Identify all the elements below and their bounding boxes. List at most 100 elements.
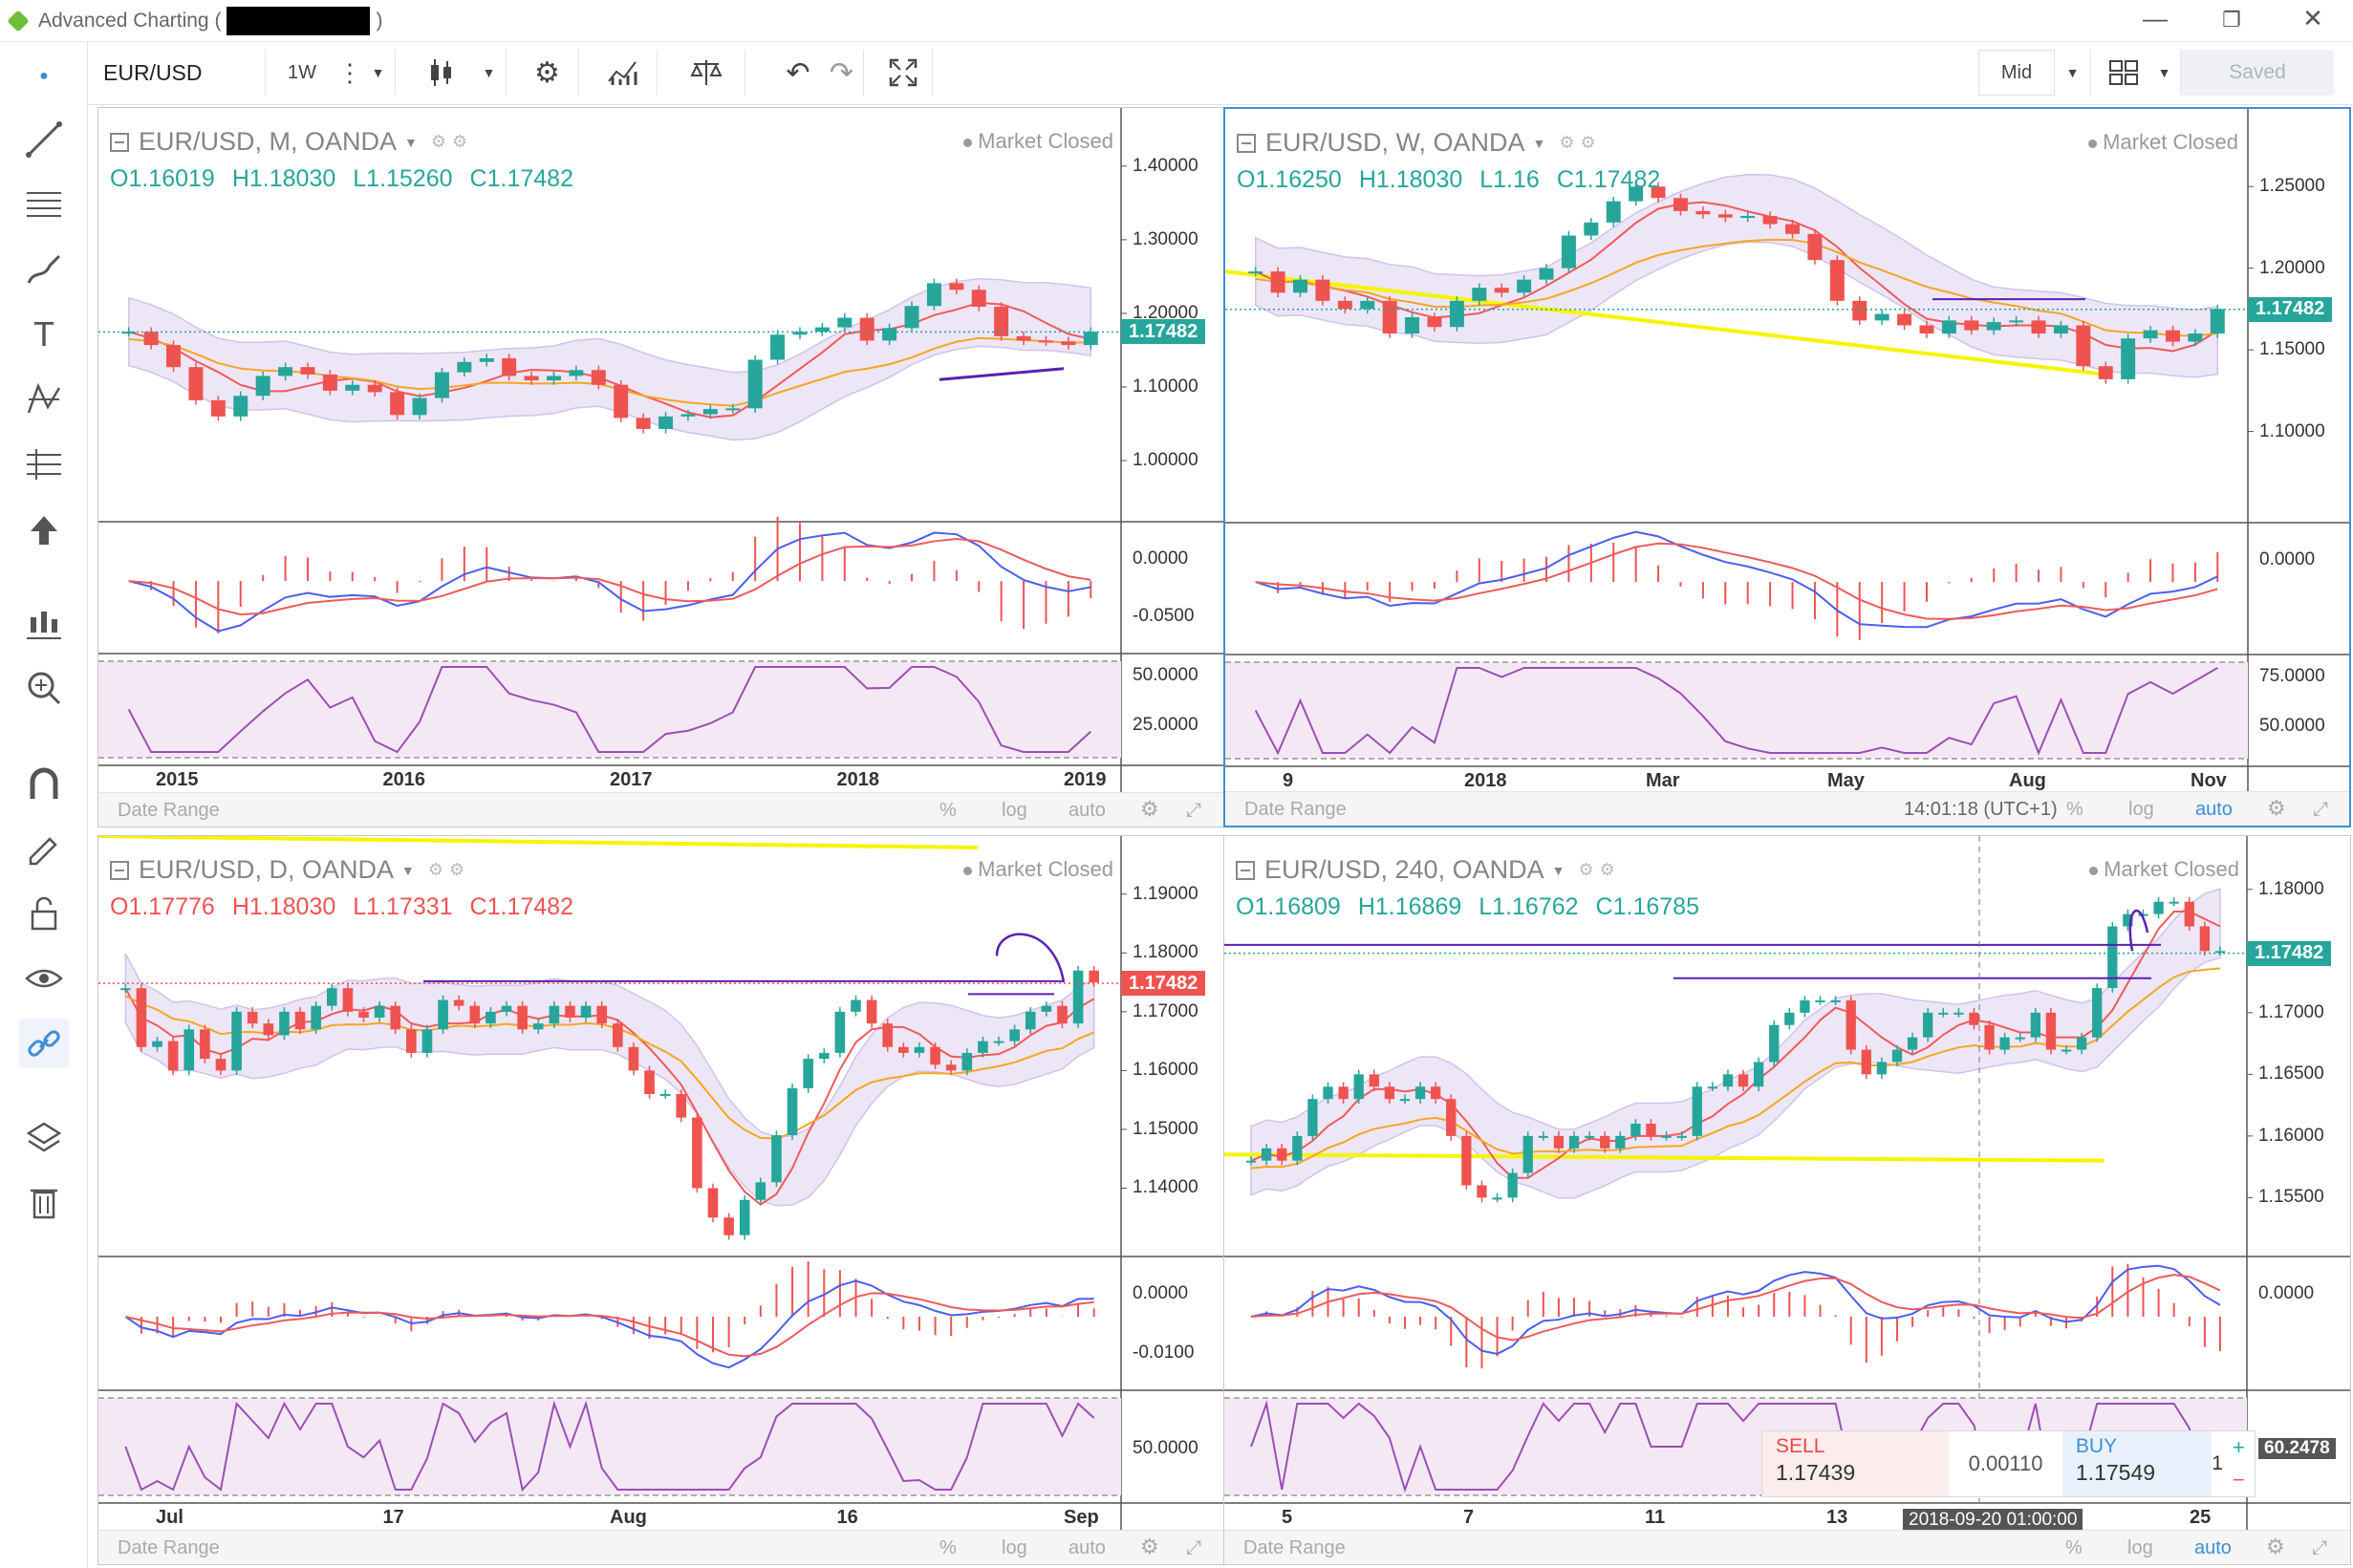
log-toggle[interactable]: log <box>2127 1537 2153 1558</box>
auto-toggle[interactable]: auto <box>1069 1537 1106 1558</box>
gear-icon[interactable]: ⚙ <box>2266 1535 2285 1558</box>
legend-chevron-icon[interactable]: ▼ <box>401 862 415 878</box>
sell-button[interactable]: SELL 1.17439 <box>1762 1431 1950 1496</box>
symbol-search[interactable]: EUR/USD <box>96 50 266 96</box>
date-range-button[interactable]: Date Range <box>1243 1537 1346 1558</box>
y-axis-tick: 1.15000 <box>2259 339 2325 360</box>
chart-legend[interactable]: EUR/USD, M, OANDA ▼ ⚙ ⚙ <box>110 127 467 157</box>
redo-icon[interactable]: ↷ <box>820 50 864 96</box>
close-icon[interactable]: ✕ <box>2302 4 2323 32</box>
expand-icon[interactable]: ⤢ <box>2313 799 2328 820</box>
saved-button[interactable]: Saved <box>2181 50 2334 96</box>
layout-chevron-icon[interactable]: ▼ <box>2148 50 2181 96</box>
chart-canvas[interactable] <box>98 108 1225 827</box>
layout-grid-icon[interactable] <box>2099 50 2148 96</box>
settings-small-icon[interactable]: ⚙ <box>1578 860 1594 879</box>
chart-legend[interactable]: EUR/USD, 240, OANDA ▼ ⚙ ⚙ <box>1236 855 1615 885</box>
settings-small-icon[interactable]: ⚙ <box>430 132 447 151</box>
expand-icon[interactable]: ⤢ <box>2312 1537 2327 1558</box>
minus-icon[interactable]: − <box>2233 1468 2245 1492</box>
auto-toggle[interactable]: auto <box>2195 799 2233 820</box>
date-range-button[interactable]: Date Range <box>118 1537 220 1558</box>
chart-canvas[interactable] <box>1225 109 2351 827</box>
buy-button[interactable]: BUY 1.17549 <box>2062 1431 2213 1496</box>
candle <box>1907 1037 1918 1050</box>
draw-lock-icon[interactable] <box>19 824 69 873</box>
magnet-icon[interactable] <box>19 759 69 808</box>
candle <box>2143 330 2158 339</box>
more-vertical-icon[interactable]: ⋮ <box>337 57 362 87</box>
hide-small-icon[interactable]: ⚙ <box>1599 860 1615 879</box>
date-range-button[interactable]: Date Range <box>1244 799 1347 820</box>
eye-icon[interactable] <box>19 954 69 1003</box>
compare-icon[interactable] <box>667 50 745 96</box>
log-toggle[interactable]: log <box>2128 799 2154 820</box>
legend-chevron-icon[interactable]: ▼ <box>404 134 418 150</box>
legend-chevron-icon[interactable]: ▼ <box>1532 135 1546 151</box>
auto-toggle[interactable]: auto <box>2194 1537 2232 1558</box>
quantity-field[interactable]: 1 <box>2212 1452 2223 1474</box>
legend-chevron-icon[interactable]: ▼ <box>1551 862 1565 878</box>
gear-icon[interactable]: ⚙ <box>2267 796 2286 820</box>
restore-icon[interactable]: ❐ <box>2222 8 2241 32</box>
zoom-icon[interactable] <box>19 663 69 713</box>
chart-type-chevron-icon[interactable]: ▼ <box>472 50 507 96</box>
percent-toggle[interactable]: % <box>939 1537 957 1558</box>
gear-icon[interactable]: ⚙ <box>1140 797 1159 821</box>
expand-icon[interactable]: ⤢ <box>1186 800 1201 821</box>
candle <box>1293 279 1308 293</box>
measure-icon[interactable] <box>19 440 69 489</box>
candle <box>676 1094 687 1118</box>
settings-small-icon[interactable]: ⚙ <box>427 860 444 879</box>
price-type-select[interactable]: Mid <box>1978 50 2055 96</box>
chart-pane-monthly[interactable]: EUR/USD, M, OANDA ▼ ⚙ ⚙ O1.16019 H1.18030 L1.1… <box>97 107 1225 827</box>
expand-icon[interactable]: ⤢ <box>1186 1537 1201 1558</box>
fullscreen-icon[interactable] <box>874 50 933 96</box>
plus-icon[interactable]: + <box>2233 1435 2245 1459</box>
chart-legend[interactable]: EUR/USD, D, OANDA ▼ ⚙ ⚙ <box>110 855 464 885</box>
arrow-up-icon[interactable] <box>19 505 69 554</box>
log-toggle[interactable]: log <box>1002 800 1027 821</box>
trash-icon[interactable] <box>19 1177 69 1227</box>
percent-toggle[interactable]: % <box>2066 799 2083 820</box>
chart-pane-weekly[interactable]: EUR/USD, W, OANDA ▼ ⚙ ⚙ O1.16250 H1.18030 L1.1… <box>1223 107 2351 827</box>
minimize-icon[interactable]: — <box>2143 4 2168 32</box>
long-position-icon[interactable] <box>19 598 69 648</box>
crosshair-icon[interactable]: ● <box>39 68 49 84</box>
indicators-icon[interactable] <box>589 50 658 96</box>
layers-icon[interactable] <box>19 1112 69 1162</box>
gear-icon[interactable]: ⚙ <box>1140 1535 1159 1558</box>
lock-icon[interactable] <box>19 889 69 938</box>
chart-canvas[interactable] <box>98 836 1225 1565</box>
text-icon[interactable]: T <box>33 314 54 354</box>
collapse-icon[interactable] <box>1237 133 1256 153</box>
chart-pane-daily[interactable]: EUR/USD, D, OANDA ▼ ⚙ ⚙ O1.17776 H1.18030 L1.1… <box>97 835 1225 1565</box>
auto-toggle[interactable]: auto <box>1069 800 1106 821</box>
collapse-icon[interactable] <box>110 860 129 880</box>
fib-levels-icon[interactable] <box>19 180 69 229</box>
hide-small-icon[interactable]: ⚙ <box>449 860 465 879</box>
chart-footer: Date Range% log auto ⚙ ⤢ <box>1224 1530 2350 1564</box>
interval-button[interactable]: 1W <box>288 61 316 83</box>
percent-toggle[interactable]: % <box>2065 1537 2083 1558</box>
chart-legend[interactable]: EUR/USD, W, OANDA ▼ ⚙ ⚙ <box>1237 128 1596 158</box>
date-range-button[interactable]: Date Range <box>118 800 220 821</box>
hide-small-icon[interactable]: ⚙ <box>1580 133 1596 152</box>
brush-icon[interactable] <box>19 245 69 294</box>
ohlc-l: L1.17331 <box>353 893 453 920</box>
log-toggle[interactable]: log <box>1002 1537 1027 1558</box>
percent-toggle[interactable]: % <box>939 800 957 821</box>
gear-icon[interactable]: ⚙ <box>516 50 579 96</box>
collapse-icon[interactable] <box>1236 860 1255 880</box>
settings-small-icon[interactable]: ⚙ <box>1559 133 1575 152</box>
candles-icon[interactable] <box>409 50 472 96</box>
signal-line <box>128 538 1091 616</box>
trend-line-icon[interactable] <box>19 115 69 164</box>
hide-small-icon[interactable]: ⚙ <box>452 132 468 151</box>
chevron-down-icon[interactable]: ▼ <box>361 50 396 96</box>
collapse-icon[interactable] <box>110 132 129 152</box>
pattern-icon[interactable] <box>19 375 69 424</box>
undo-icon[interactable]: ↶ <box>786 56 810 89</box>
link-icon[interactable] <box>19 1019 69 1068</box>
price-type-chevron-icon[interactable]: ▼ <box>2055 50 2091 96</box>
